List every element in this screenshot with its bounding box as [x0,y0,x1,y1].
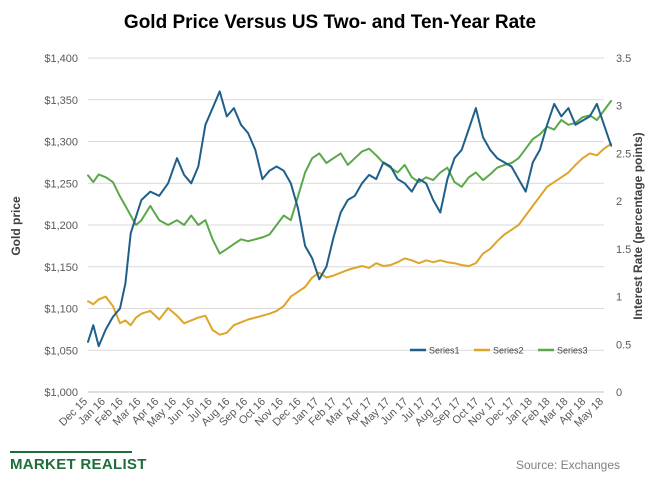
y-left-tick-label: $1,100 [44,304,78,316]
y-right-ticks: 0 0.5 1 1.5 2 2.5 3 3.5 [616,53,631,399]
y-right-tick-label: 0 [616,387,622,399]
y-left-tick-label: $1,300 [44,137,78,149]
series-line-series1 [87,90,613,348]
y-left-tick-label: $1,150 [44,262,78,274]
y-left-tick-label: $1,250 [44,178,78,190]
y-right-tick-label: 3.5 [616,53,631,65]
legend-label: Series1 [429,346,460,356]
logo-underline [10,451,132,453]
y-left-axis-label: Gold price [9,196,23,256]
y-right-tick-label: 0.5 [616,339,631,351]
y-left-ticks: $1,000 $1,050 $1,100 $1,150 $1,200 $1,250 $1,3… [44,53,78,399]
source-note: Source: Exchanges [515,458,620,472]
y-left-tick-label: $1,200 [44,220,78,232]
y-left-tick-label: $1,000 [44,387,78,399]
chart-title: Gold Price Versus US Two- and Ten-Year R… [124,12,536,33]
brand-logo: MARKET REALIST [10,456,147,473]
legend-label: Series2 [493,346,524,356]
y-right-tick-label: 2 [616,196,622,208]
legend: Series1 Series2 Series3 [410,346,588,356]
y-right-axis-label: Interest Rate (percentage points) [631,132,645,319]
series-line-series3 [87,99,613,255]
y-right-tick-label: 3 [616,101,622,113]
series-lines [87,90,613,348]
y-right-tick-label: 1.5 [616,244,631,256]
series-line-series2 [87,142,613,336]
legend-label: Series3 [557,346,588,356]
y-right-tick-label: 1 [616,292,622,304]
y-left-tick-label: $1,050 [44,345,78,357]
y-left-tick-label: $1,350 [44,95,78,107]
y-right-tick-label: 2.5 [616,148,631,160]
y-left-tick-label: $1,400 [44,53,78,65]
gridlines [88,57,604,393]
